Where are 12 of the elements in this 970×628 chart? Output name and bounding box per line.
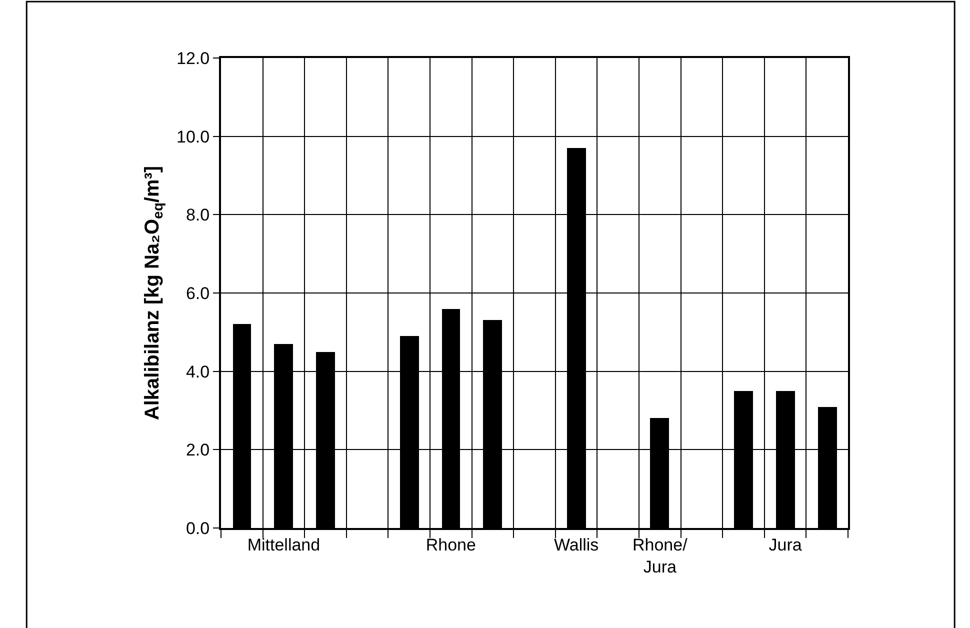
x-tick-label: Mittelland	[247, 535, 320, 554]
x-tick-label: Rhone/ Jura	[632, 535, 688, 576]
y-tick-label: 10.0	[176, 127, 210, 146]
x-tick-label: Jura	[768, 535, 802, 554]
y-tick-label: 12.0	[176, 48, 210, 68]
y-tick-label: 8.0	[186, 206, 210, 225]
y-tick-label: 4.0	[186, 362, 210, 382]
y-tick-label: 0.0	[186, 518, 210, 538]
x-tick-label: Wallis	[554, 535, 599, 554]
y-tick-label: 6.0	[186, 284, 210, 303]
x-tick-label: Rhone	[426, 535, 476, 554]
y-tick-label: 2.0	[186, 440, 210, 460]
